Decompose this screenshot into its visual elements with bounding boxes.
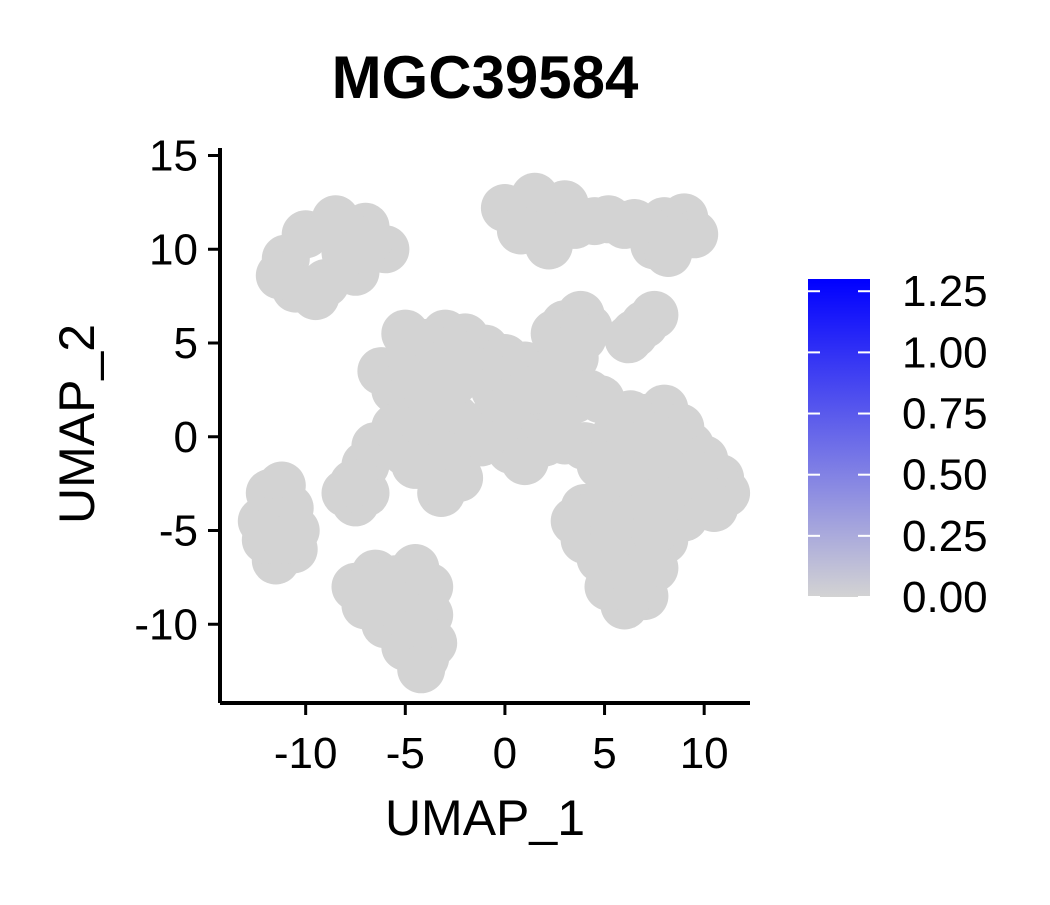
y-tick-label: 0 (174, 413, 198, 462)
x-tick-label: 5 (592, 729, 616, 778)
colorbar-tick-label: 1.25 (902, 267, 988, 316)
data-point (500, 437, 549, 486)
x-tick-label: -5 (386, 729, 425, 778)
data-point (361, 572, 410, 621)
colorbar-tick-label: 0.00 (902, 573, 988, 622)
data-point (291, 272, 340, 321)
data-point (329, 459, 378, 508)
data-point (345, 215, 394, 264)
data-point (457, 418, 505, 467)
x-axis-title: UMAP_1 (385, 790, 585, 846)
cluster-c1 (255, 195, 410, 321)
cluster-c4 (604, 290, 679, 364)
colorbar-ticks: 0.00 0.25 0.50 0.75 1.00 1.25 (808, 267, 988, 622)
data-point (584, 195, 633, 244)
data-point (558, 313, 607, 362)
data-point (391, 609, 440, 658)
data-point (261, 515, 310, 564)
y-axis-ticks: 15 10 5 0 -5 -10 (134, 132, 220, 649)
colorbar-tick-label: 0.50 (902, 451, 988, 500)
y-tick-label: -10 (134, 600, 198, 649)
y-axis-title: UMAP_2 (49, 324, 105, 524)
data-point (431, 328, 480, 377)
x-tick-label: -10 (274, 729, 338, 778)
y-tick-label: 5 (174, 319, 198, 368)
x-axis-ticks: -10 -5 0 5 10 (274, 703, 729, 778)
data-point (604, 315, 653, 364)
cluster-c7 (237, 461, 320, 585)
y-tick-label: 15 (149, 132, 198, 181)
data-point (524, 221, 573, 270)
colorbar-tick-label: 0.75 (902, 390, 988, 439)
data-point (644, 229, 693, 277)
data-point (630, 506, 679, 555)
data-point (610, 553, 659, 602)
y-tick-label: 10 (149, 225, 198, 274)
cluster-c2 (480, 172, 719, 277)
colorbar-tick-label: 0.25 (902, 512, 988, 561)
data-point (586, 450, 635, 499)
colorbar-tick-label: 1.00 (902, 328, 988, 377)
data-point (397, 645, 446, 694)
data-point (381, 309, 430, 358)
cluster-c8 (331, 544, 458, 694)
x-tick-label: 0 (493, 729, 517, 778)
cluster-c6 (321, 459, 390, 527)
chart-title: MGC39584 (332, 44, 639, 111)
x-tick-label: 10 (680, 729, 729, 778)
data-point (255, 251, 304, 300)
data-point (510, 365, 559, 414)
data-point (391, 440, 440, 489)
points-layer (237, 172, 751, 694)
colorbar (808, 279, 870, 597)
data-point (590, 506, 639, 555)
y-tick-label: -5 (159, 507, 198, 556)
data-point (670, 450, 719, 499)
cluster-c10 (391, 437, 635, 517)
